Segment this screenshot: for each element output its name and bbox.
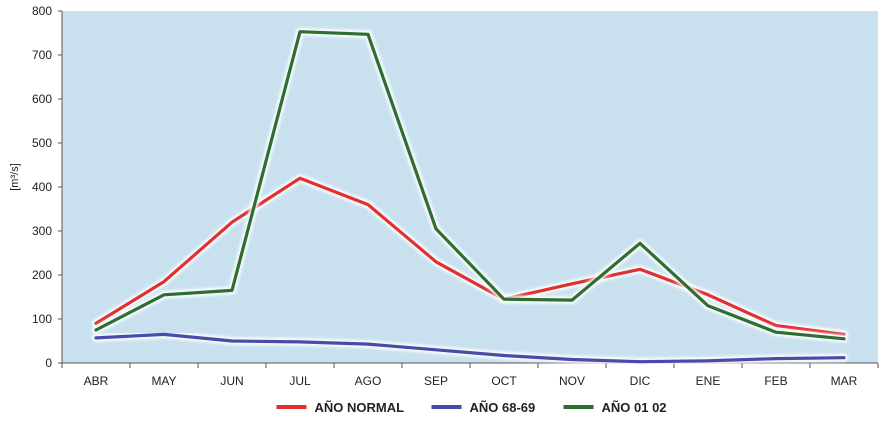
y-tick-label: 600 bbox=[32, 92, 52, 106]
legend: AÑO NORMAL AÑO 68-69 AÑO 01 02 bbox=[276, 400, 667, 415]
legend-label-a-o-normal: AÑO NORMAL bbox=[315, 400, 405, 415]
series-line-a-o-normal bbox=[94, 176, 846, 336]
x-tick-label: NOV bbox=[559, 374, 585, 388]
y-tick-label: 100 bbox=[32, 312, 52, 326]
plot-area bbox=[62, 11, 878, 363]
series-layer bbox=[92, 27, 848, 366]
series-line-a-o-01-02 bbox=[94, 30, 846, 341]
y-tick-label: 500 bbox=[32, 136, 52, 150]
y-tick-label: 200 bbox=[32, 268, 52, 282]
x-tick-label: ABR bbox=[84, 374, 109, 388]
y-axis-label: [m³/s] bbox=[9, 163, 21, 191]
series-line-a-o-68-69 bbox=[94, 332, 846, 364]
x-tick-label: JUL bbox=[289, 374, 311, 388]
x-tick-label: DIC bbox=[630, 374, 651, 388]
x-tick-label: JUN bbox=[220, 374, 243, 388]
x-tick-label: MAY bbox=[151, 374, 176, 388]
legend-label-a-o-01-02: AÑO 01 02 bbox=[602, 400, 667, 415]
y-tick-label: 700 bbox=[32, 48, 52, 62]
tick-labels: 0 100 200 300 400 500 600 700 800 ABR MAY JUN JUL AGO… bbox=[9, 4, 858, 388]
y-tick-label: 0 bbox=[45, 356, 52, 370]
x-tick-label: OCT bbox=[491, 374, 517, 388]
y-tick-label: 800 bbox=[32, 4, 52, 18]
x-tick-label: FEB bbox=[764, 374, 787, 388]
legend-label-a-o-68-69: AÑO 68-69 bbox=[470, 400, 536, 415]
x-tick-label: AGO bbox=[355, 374, 382, 388]
y-tick-label: 300 bbox=[32, 224, 52, 238]
x-tick-label: MAR bbox=[831, 374, 858, 388]
x-tick-label: ENE bbox=[696, 374, 721, 388]
x-tick-label: SEP bbox=[424, 374, 448, 388]
y-tick-label: 400 bbox=[32, 180, 52, 194]
